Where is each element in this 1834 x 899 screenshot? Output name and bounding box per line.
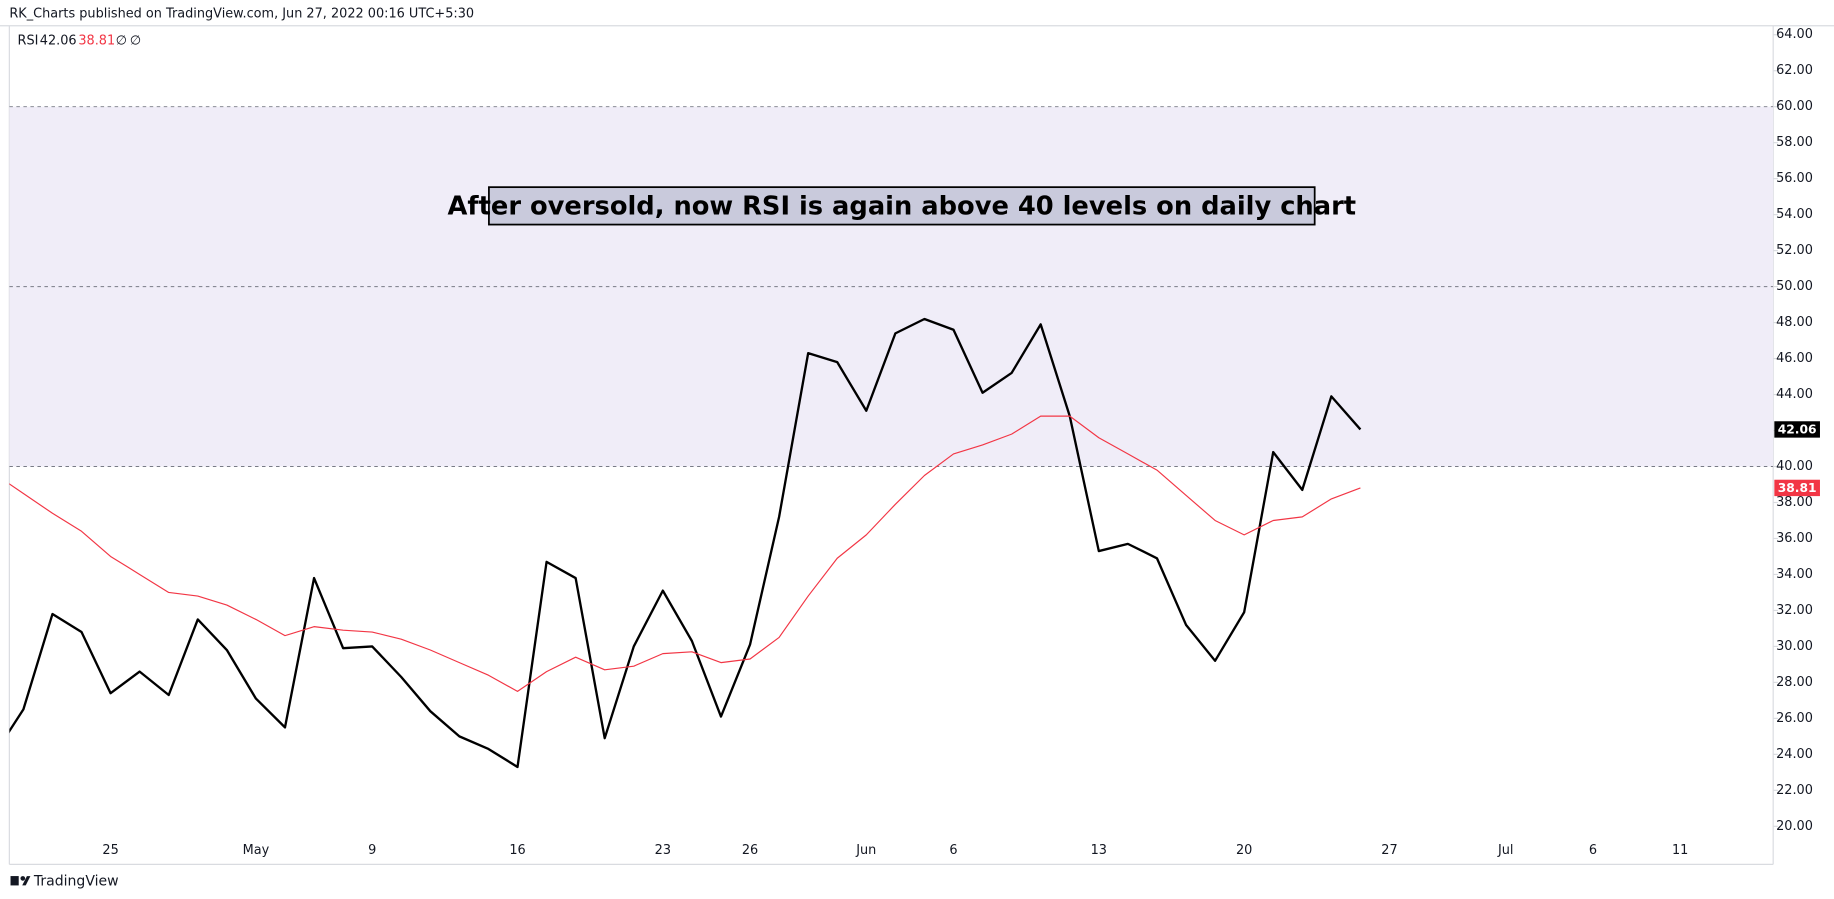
y-tick-label: 24.00 — [1776, 747, 1813, 762]
y-tick-label: 50.00 — [1776, 279, 1813, 294]
y-tick-label: 36.00 — [1776, 531, 1813, 546]
x-tick-label: May — [243, 843, 270, 858]
footer-brand: TradingView — [33, 873, 119, 889]
legend-value: 42.06 — [40, 33, 77, 48]
rsi-line — [9, 415, 1361, 692]
x-tick-label: 16 — [509, 843, 525, 858]
y-tick-label: 20.00 — [1776, 819, 1813, 834]
rsi-line — [9, 317, 1362, 769]
x-tick-label: 20 — [1236, 843, 1252, 858]
last-value-box — [1774, 421, 1820, 438]
footer: TradingView — [10, 873, 119, 889]
x-tick-label: 27 — [1381, 843, 1397, 858]
plot — [9, 106, 1774, 769]
x-tick-label: 11 — [1672, 843, 1688, 858]
y-tick-label: 52.00 — [1776, 243, 1813, 258]
logo-part — [20, 876, 26, 881]
annotation: After oversold, now RSI is again above 4… — [447, 192, 1356, 222]
legend-extra: ∅ — [130, 33, 141, 48]
x-tick-label: 26 — [742, 843, 758, 858]
header: RK_Charts published on TradingView.com, … — [9, 7, 474, 22]
y-tick-label: 48.00 — [1776, 315, 1813, 330]
x-tick-label: 23 — [655, 843, 671, 858]
y-tick-label: 30.00 — [1776, 639, 1813, 654]
y-tick-label: 44.00 — [1776, 387, 1813, 402]
x-tick-label: 6 — [949, 843, 957, 858]
y-tick-label: 26.00 — [1776, 711, 1813, 726]
y-tick-label: 64.00 — [1776, 27, 1813, 42]
y-tick-label: 58.00 — [1776, 135, 1813, 150]
y-tick-label: 54.00 — [1776, 207, 1813, 222]
last-value-label: 42.06 — [1778, 423, 1817, 437]
y-tick-label: 46.00 — [1776, 351, 1813, 366]
x-tick-label: 9 — [368, 843, 376, 858]
legend-value: 38.81 — [78, 33, 115, 48]
x-tick-label: Jul — [1497, 843, 1514, 858]
y-tick-label: 40.00 — [1776, 459, 1813, 474]
legend-title: RSI — [18, 33, 39, 48]
legend-extra: ∅ — [116, 33, 127, 48]
x-tick-label: Jun — [855, 843, 876, 858]
y-tick-label: 56.00 — [1776, 171, 1813, 186]
logo-part — [22, 876, 31, 886]
y-tick-label: 60.00 — [1776, 99, 1813, 114]
y-tick-label: 62.00 — [1776, 63, 1813, 78]
annotation-box — [488, 186, 1316, 226]
y-tick-label: 32.00 — [1776, 603, 1813, 618]
y-tick-label: 34.00 — [1776, 567, 1813, 582]
x-tick-label: 6 — [1589, 843, 1597, 858]
last-value-label: 38.81 — [1778, 481, 1817, 495]
overlay: 20.00 22.00 24.00 26.00 28.00 30.00 32.00 34.00… — [18, 27, 1820, 858]
x-tick-label: 25 — [102, 843, 118, 858]
last-value-box — [1774, 479, 1820, 497]
x-tick-label: 13 — [1091, 843, 1107, 858]
y-tick-label: 38.00 — [1776, 495, 1813, 510]
y-tick-label: 28.00 — [1776, 675, 1813, 690]
rsi-band — [9, 106, 1774, 467]
y-tick-label: 22.00 — [1776, 783, 1813, 798]
logo-part — [10, 876, 19, 886]
